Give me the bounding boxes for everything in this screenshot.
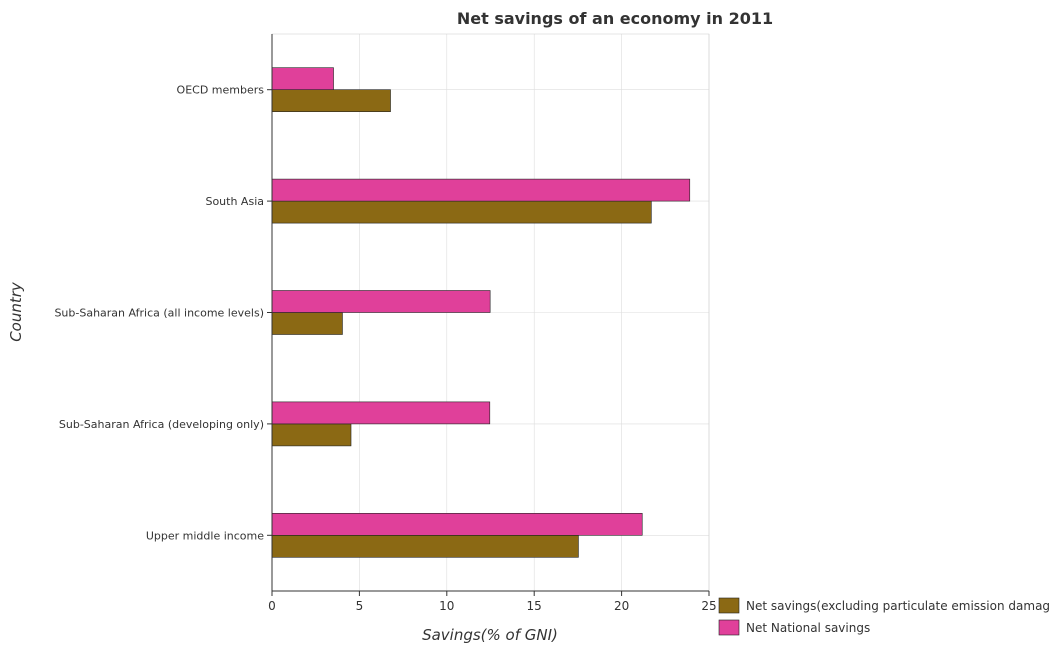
chart-title: Net savings of an economy in 2011 [457, 9, 773, 28]
bars-layer [271, 67, 691, 558]
y-tick-label: Sub-Saharan Africa (all income levels) [54, 307, 264, 320]
legend-label: Net savings(excluding particulate emissi… [746, 599, 1049, 613]
x-tick-label: 10 [439, 599, 454, 613]
x-tick-label: 5 [356, 599, 364, 613]
y-axis: OECD members South Asia Sub-Saharan Africa… [54, 34, 273, 591]
bar-net-savings [271, 534, 579, 558]
x-axis-label: Savings(% of GNI) [422, 626, 558, 644]
x-tick-label: 20 [614, 599, 629, 613]
bar-national-savings [271, 290, 491, 313]
bar-national-savings [271, 178, 691, 202]
bar-national-savings [271, 401, 491, 425]
bar-net-savings [271, 200, 652, 224]
legend: Net savings(excluding particulate emissi… [718, 597, 1049, 636]
bar-net-savings [271, 89, 391, 112]
bar-net-savings [271, 312, 343, 335]
y-axis-label: Country [7, 281, 25, 342]
y-tick-label: Sub-Saharan Africa (developing only) [59, 418, 264, 431]
legend-label: Net National savings [746, 621, 870, 635]
legend-swatch [718, 597, 740, 614]
legend-swatch [718, 619, 740, 636]
y-tick-label: Upper middle income [146, 529, 264, 542]
bar-net-savings [271, 423, 352, 447]
bar-national-savings [271, 67, 334, 90]
bar-national-savings [271, 512, 643, 536]
x-axis: 0 5 10 15 20 25 [268, 590, 717, 613]
y-tick-label: OECD members [177, 84, 265, 97]
x-tick-label: 0 [268, 599, 276, 613]
y-tick-label: South Asia [205, 195, 264, 208]
x-tick-label: 25 [701, 599, 716, 613]
x-tick-label: 15 [527, 599, 542, 613]
